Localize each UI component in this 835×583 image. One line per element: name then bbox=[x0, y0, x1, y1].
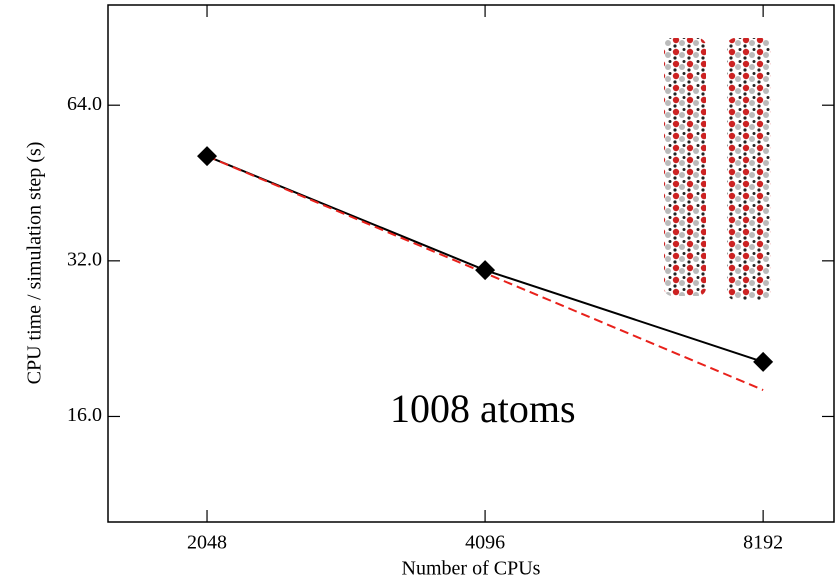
annotation: 1008 atoms bbox=[390, 386, 576, 431]
data-point bbox=[475, 260, 496, 281]
plot-frame bbox=[107, 4, 835, 523]
molecule-image bbox=[664, 38, 771, 300]
y-tick-label: 32.0 bbox=[67, 248, 102, 270]
x-tick-label: 2048 bbox=[187, 532, 227, 554]
y-tick-label: 64.0 bbox=[67, 93, 102, 115]
y-tick-label: 16.0 bbox=[67, 404, 102, 426]
data-point bbox=[753, 351, 774, 372]
data-point bbox=[197, 146, 218, 167]
x-tick-label: 4096 bbox=[465, 532, 505, 554]
y-axis-title: CPU time / simulation step (s) bbox=[24, 142, 46, 385]
x-axis-title: Number of CPUs bbox=[402, 558, 541, 580]
x-tick-label: 8192 bbox=[743, 532, 783, 554]
